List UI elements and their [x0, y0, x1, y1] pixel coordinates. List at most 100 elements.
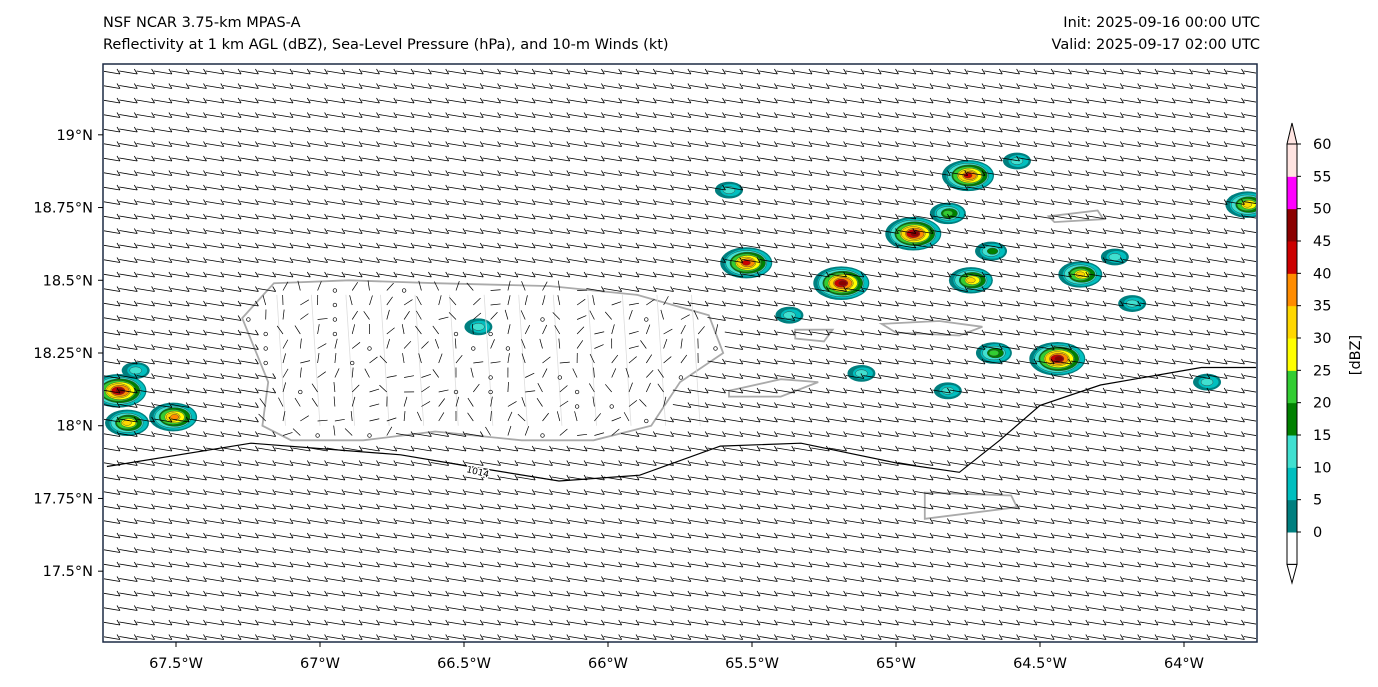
wind-barb — [378, 503, 398, 510]
wind-barb — [793, 576, 813, 582]
wind-barb — [845, 199, 865, 205]
wind-barb — [932, 518, 951, 524]
wind-barb — [473, 297, 481, 306]
wind-barb — [1001, 547, 1020, 553]
wind-barb — [690, 300, 709, 307]
wind-barb — [282, 281, 289, 291]
wind-barb — [897, 605, 917, 611]
wind-barb — [697, 326, 705, 335]
wind-barb — [863, 387, 882, 394]
wind-barb — [793, 619, 813, 626]
wind-barb — [1105, 416, 1124, 423]
wind-barb — [690, 373, 709, 379]
wind-barb — [1139, 184, 1159, 191]
wind-barb — [672, 184, 692, 191]
colorbar-tick-label: 0 — [1313, 525, 1322, 541]
wind-barb — [1174, 300, 1193, 307]
wind-barb — [1157, 329, 1176, 336]
wind-barb — [274, 170, 294, 176]
wind-barb — [517, 257, 536, 263]
wind-barb — [136, 358, 155, 365]
colorbar-under — [1287, 532, 1297, 565]
wind-barb — [430, 503, 450, 510]
wind-barb — [932, 503, 951, 510]
wind-barb — [1053, 561, 1072, 568]
wind-barb — [707, 387, 726, 394]
wind-barb — [776, 503, 796, 510]
wind-barb — [863, 590, 882, 597]
wind-barb — [1053, 605, 1072, 611]
wind-barb — [759, 126, 778, 133]
wind-barb — [104, 373, 121, 379]
reflectivity-cell — [975, 241, 1008, 261]
wind-barb — [932, 315, 951, 321]
wind-barb — [604, 311, 612, 320]
wind-barb — [136, 286, 155, 292]
wind-barb — [1139, 126, 1159, 133]
wind-barb — [507, 353, 510, 364]
wind-barb — [586, 199, 605, 205]
wind-barb — [490, 396, 493, 407]
wind-barb — [966, 547, 986, 553]
wind-barb — [551, 271, 571, 278]
wind-barb — [274, 257, 294, 263]
wind-barb — [421, 341, 429, 349]
wind-barb — [793, 344, 813, 350]
wind-barb — [603, 286, 623, 292]
wind-barb — [188, 300, 207, 307]
wind-barb — [949, 68, 969, 75]
wind-barb — [1243, 186, 1256, 190]
wind-barb — [690, 126, 709, 133]
wind-barb — [672, 242, 692, 249]
wind-barb — [136, 503, 155, 510]
wind-barb — [299, 338, 302, 349]
wind-barb — [205, 358, 225, 365]
wind-barb — [447, 141, 467, 147]
reflectivity-cell — [1002, 152, 1031, 170]
wind-barb — [638, 228, 657, 234]
calm-wind-circle — [263, 346, 268, 351]
wind-barb — [1243, 259, 1256, 262]
wind-barb — [223, 373, 242, 379]
wind-barb — [326, 228, 346, 234]
wind-barb — [672, 431, 692, 437]
wind-barb — [104, 315, 121, 321]
wind-barb — [309, 590, 328, 597]
wind-barb — [465, 97, 484, 104]
wind-barb — [240, 402, 259, 408]
wind-barb — [188, 170, 207, 176]
wind-barb — [240, 358, 259, 365]
wind-barb — [257, 68, 277, 75]
wind-barb — [297, 280, 301, 291]
wind-barb — [1174, 373, 1193, 379]
wind-barb — [153, 503, 173, 510]
wind-barb — [1174, 619, 1193, 626]
wind-barb — [1226, 576, 1245, 582]
wind-barb — [1139, 257, 1159, 263]
wind-barb — [984, 141, 1003, 147]
wind-barb — [707, 532, 726, 539]
wind-barb — [490, 303, 501, 306]
wind-barb — [672, 83, 692, 89]
wind-barb — [1157, 561, 1176, 568]
wind-barb — [205, 561, 225, 568]
wind-barb — [309, 228, 328, 234]
wind-barb — [1105, 634, 1124, 640]
wind-barb — [915, 228, 934, 234]
wind-barb — [776, 445, 796, 452]
wind-barb — [915, 358, 934, 365]
wind-barb — [361, 605, 380, 611]
wind-barb — [282, 368, 289, 378]
wind-barb — [413, 141, 432, 147]
reflectivity-contour-10 — [129, 366, 142, 375]
wind-barb — [1139, 547, 1159, 553]
wind-barb — [1053, 257, 1072, 263]
wind-barb — [188, 199, 207, 205]
wind-barb — [551, 605, 571, 611]
wind-barb — [351, 342, 361, 349]
wind-barb — [1243, 534, 1256, 538]
wind-barb — [1001, 126, 1020, 133]
wind-barb — [897, 576, 917, 582]
wind-barb — [776, 228, 796, 234]
wind-barb — [915, 590, 934, 597]
